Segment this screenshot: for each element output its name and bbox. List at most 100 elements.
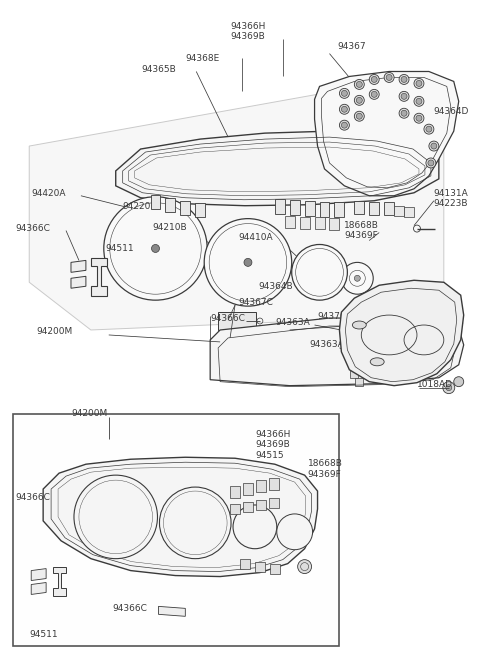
Polygon shape bbox=[71, 276, 86, 288]
Circle shape bbox=[356, 98, 362, 103]
Circle shape bbox=[386, 75, 392, 81]
Polygon shape bbox=[314, 217, 324, 229]
Text: 94220: 94220 bbox=[123, 202, 151, 211]
Ellipse shape bbox=[352, 321, 366, 329]
Text: 94365B: 94365B bbox=[141, 65, 176, 74]
Circle shape bbox=[431, 143, 437, 149]
Polygon shape bbox=[210, 318, 464, 386]
Polygon shape bbox=[215, 335, 248, 348]
Circle shape bbox=[341, 122, 348, 128]
Polygon shape bbox=[384, 202, 394, 215]
Circle shape bbox=[428, 160, 434, 166]
Text: 94363A: 94363A bbox=[310, 341, 344, 349]
Text: 94364B: 94364B bbox=[258, 282, 292, 291]
Circle shape bbox=[354, 275, 360, 281]
Circle shape bbox=[191, 513, 194, 516]
Circle shape bbox=[200, 515, 203, 517]
Circle shape bbox=[354, 79, 364, 89]
Text: 94410A: 94410A bbox=[238, 233, 273, 242]
Circle shape bbox=[239, 253, 243, 257]
Circle shape bbox=[316, 269, 323, 275]
Circle shape bbox=[443, 382, 455, 394]
Circle shape bbox=[399, 108, 409, 118]
Polygon shape bbox=[350, 370, 358, 378]
Circle shape bbox=[293, 530, 297, 534]
Circle shape bbox=[369, 89, 379, 100]
Text: 94511: 94511 bbox=[106, 244, 134, 253]
Circle shape bbox=[254, 255, 258, 259]
Polygon shape bbox=[355, 378, 363, 386]
Polygon shape bbox=[305, 200, 314, 215]
Polygon shape bbox=[230, 486, 240, 498]
Polygon shape bbox=[290, 200, 300, 215]
Circle shape bbox=[244, 259, 252, 267]
Polygon shape bbox=[404, 207, 414, 217]
Circle shape bbox=[252, 525, 257, 529]
Text: 94200M: 94200M bbox=[36, 328, 72, 337]
Polygon shape bbox=[300, 217, 310, 229]
Circle shape bbox=[247, 251, 252, 255]
Polygon shape bbox=[218, 312, 256, 330]
Circle shape bbox=[446, 384, 452, 390]
Text: 94210B: 94210B bbox=[153, 223, 187, 232]
Circle shape bbox=[429, 141, 439, 151]
Circle shape bbox=[414, 96, 424, 106]
Text: 94364D: 94364D bbox=[434, 107, 469, 116]
Text: 94200M: 94200M bbox=[71, 409, 107, 418]
Text: 94131A
94223B: 94131A 94223B bbox=[434, 189, 468, 208]
Polygon shape bbox=[166, 198, 175, 212]
Circle shape bbox=[244, 251, 248, 255]
Polygon shape bbox=[269, 478, 279, 490]
Circle shape bbox=[414, 79, 424, 88]
Circle shape bbox=[202, 517, 204, 520]
Polygon shape bbox=[314, 71, 459, 196]
Polygon shape bbox=[339, 280, 464, 386]
Text: 94370: 94370 bbox=[318, 312, 346, 320]
Circle shape bbox=[414, 113, 424, 123]
Polygon shape bbox=[275, 198, 285, 214]
Circle shape bbox=[369, 75, 379, 84]
Text: 94366C: 94366C bbox=[113, 604, 148, 613]
Circle shape bbox=[237, 255, 241, 259]
Polygon shape bbox=[270, 563, 280, 574]
Text: 18668B
94369F: 18668B 94369F bbox=[344, 221, 379, 240]
Circle shape bbox=[454, 377, 464, 386]
Circle shape bbox=[204, 219, 292, 306]
Circle shape bbox=[384, 73, 394, 83]
Text: 94367C: 94367C bbox=[238, 297, 273, 307]
Text: 94366C: 94366C bbox=[15, 224, 50, 233]
Circle shape bbox=[401, 77, 407, 83]
Circle shape bbox=[424, 124, 434, 134]
Circle shape bbox=[159, 487, 231, 559]
Polygon shape bbox=[354, 200, 364, 214]
Polygon shape bbox=[71, 261, 86, 272]
Polygon shape bbox=[29, 81, 444, 330]
Polygon shape bbox=[285, 215, 295, 227]
Polygon shape bbox=[329, 217, 339, 229]
Circle shape bbox=[252, 253, 257, 257]
Circle shape bbox=[233, 505, 277, 549]
Circle shape bbox=[298, 559, 312, 574]
Polygon shape bbox=[230, 504, 240, 514]
Circle shape bbox=[354, 111, 364, 121]
Circle shape bbox=[292, 244, 348, 300]
Text: 94363A: 94363A bbox=[276, 318, 311, 327]
Polygon shape bbox=[43, 457, 318, 576]
Circle shape bbox=[426, 158, 436, 168]
Circle shape bbox=[354, 96, 364, 105]
Polygon shape bbox=[256, 480, 266, 492]
Circle shape bbox=[416, 115, 422, 121]
Text: 94360B: 94360B bbox=[429, 318, 464, 327]
Circle shape bbox=[416, 98, 422, 104]
Circle shape bbox=[371, 92, 377, 98]
Circle shape bbox=[401, 110, 407, 116]
Polygon shape bbox=[255, 561, 265, 572]
Circle shape bbox=[416, 81, 422, 86]
Circle shape bbox=[339, 104, 349, 114]
Circle shape bbox=[194, 512, 197, 515]
Ellipse shape bbox=[370, 358, 384, 365]
Circle shape bbox=[341, 90, 348, 96]
Polygon shape bbox=[158, 607, 185, 616]
Circle shape bbox=[74, 475, 157, 559]
Circle shape bbox=[104, 196, 207, 300]
